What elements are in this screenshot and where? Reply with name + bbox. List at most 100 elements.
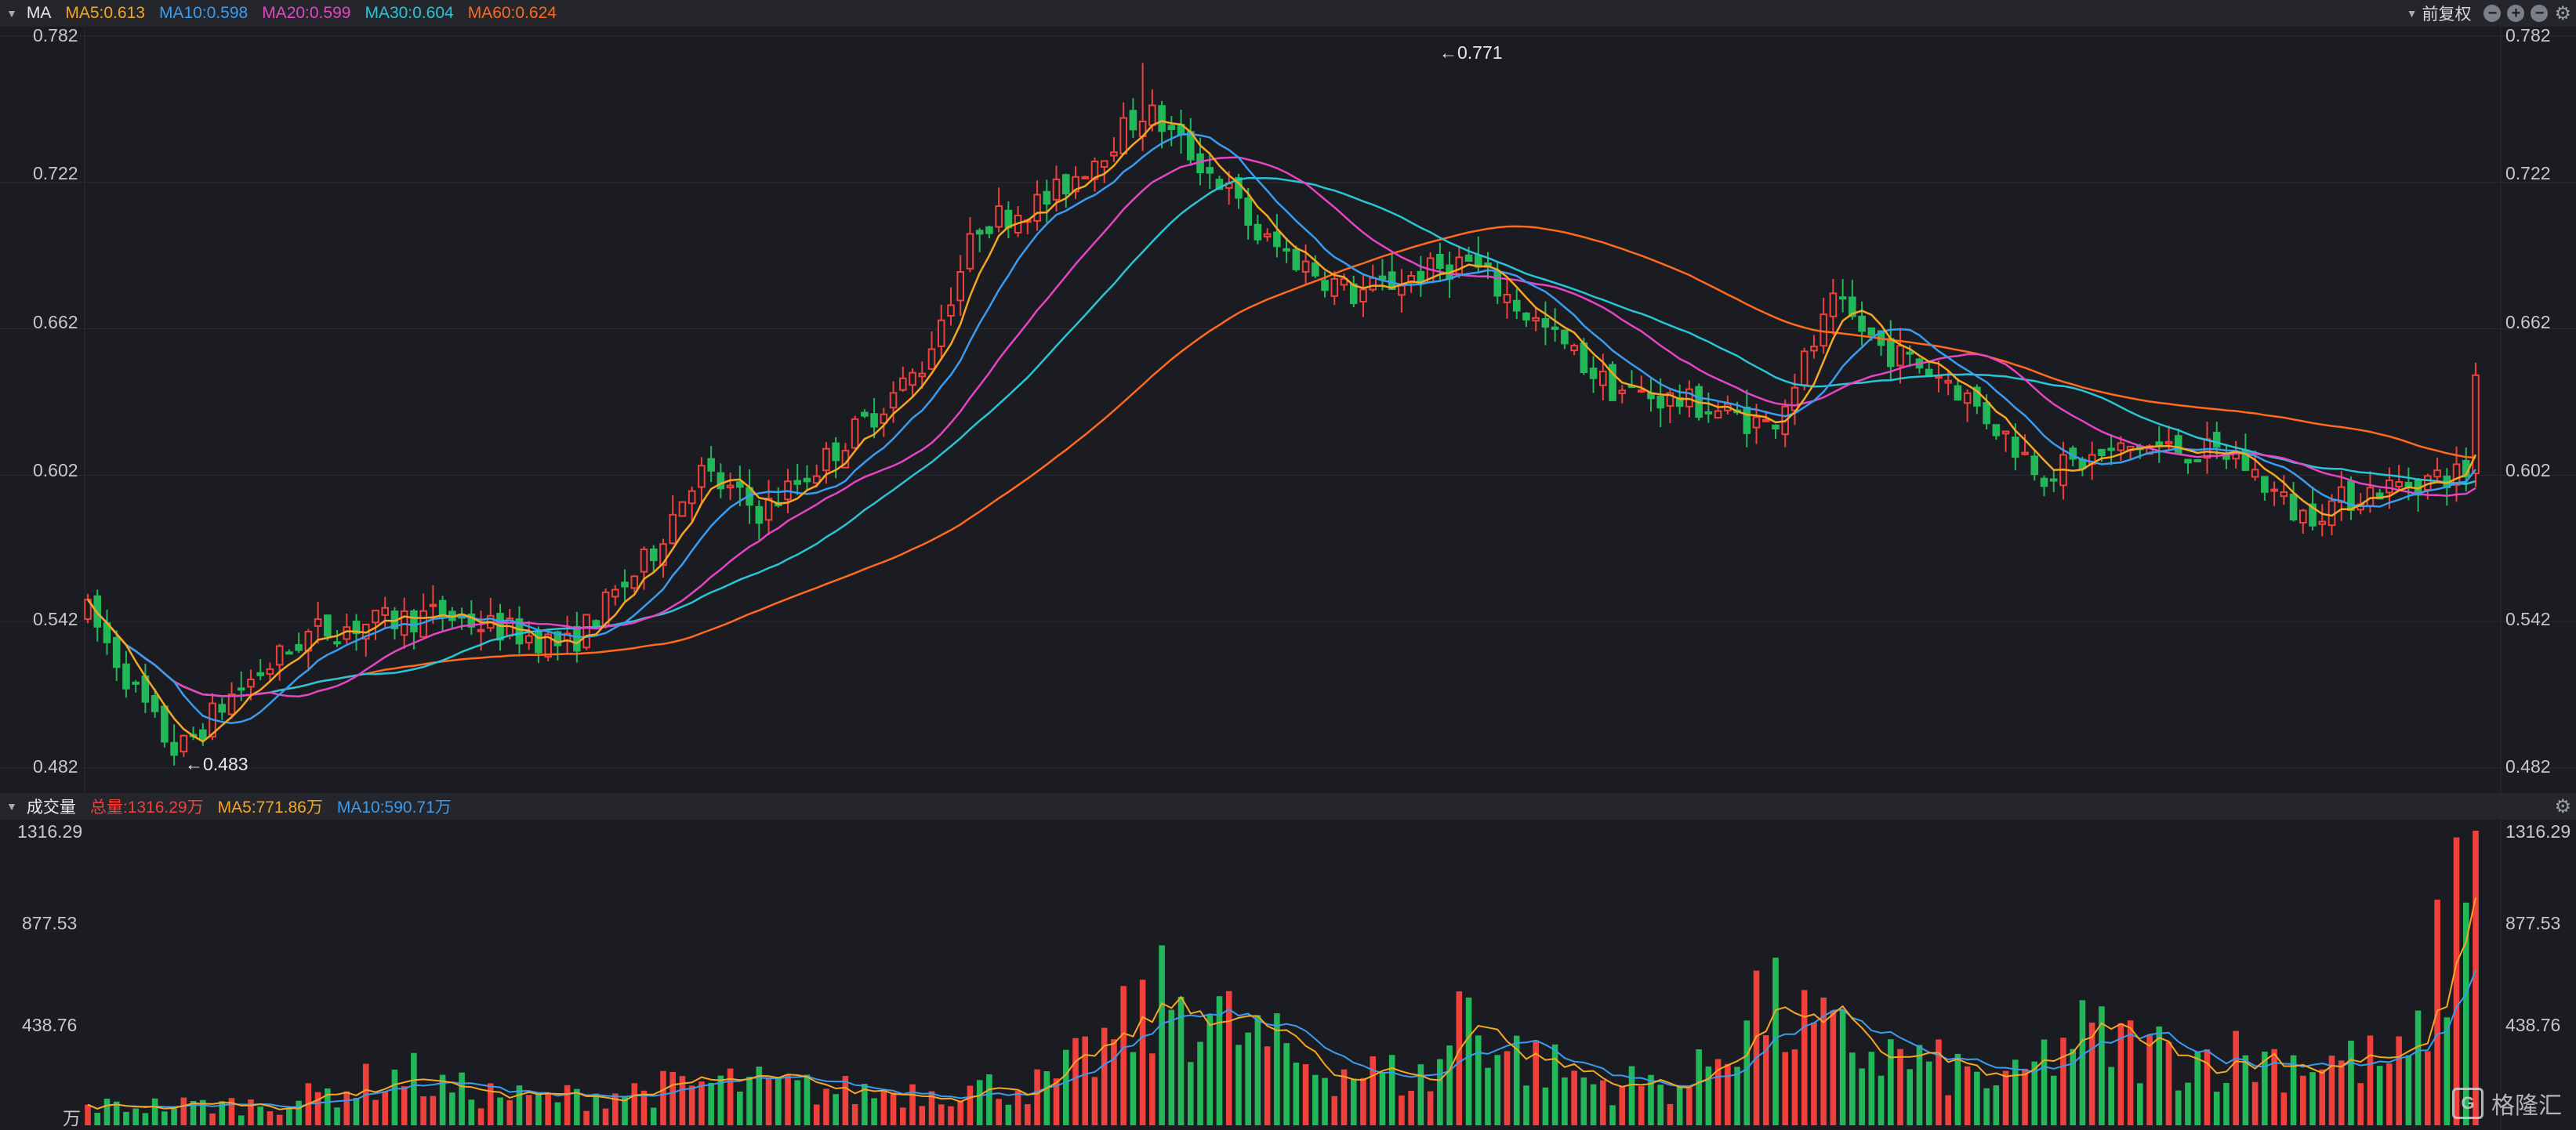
candle-body bbox=[707, 458, 715, 472]
volume-bar bbox=[1053, 1078, 1060, 1125]
candle-body bbox=[1820, 313, 1827, 347]
volume-bar bbox=[1551, 1044, 1558, 1125]
volume-bar bbox=[1801, 990, 1808, 1125]
volume-bar bbox=[1197, 1041, 1203, 1125]
volume-bar bbox=[142, 1113, 149, 1125]
volume-bar bbox=[1043, 1071, 1050, 1125]
candle-body bbox=[2261, 476, 2269, 493]
volume-bar bbox=[1456, 991, 1463, 1125]
candle-body bbox=[275, 645, 284, 666]
ma5-legend: MA5:0.613 bbox=[65, 4, 145, 22]
ma30-line bbox=[86, 176, 2476, 697]
volume-bar bbox=[622, 1096, 628, 1125]
volume-bar bbox=[1025, 1104, 1031, 1125]
candle-body bbox=[975, 230, 984, 235]
volume-bar bbox=[2386, 1063, 2393, 1125]
volume-bar bbox=[1101, 1027, 1108, 1125]
candle-body bbox=[199, 729, 207, 741]
candle-body bbox=[640, 549, 648, 573]
volume-bar bbox=[2022, 1068, 2028, 1125]
volume-bar bbox=[257, 1106, 263, 1125]
candle-body bbox=[1886, 338, 1895, 368]
candle-body bbox=[678, 501, 687, 517]
candle-body bbox=[1935, 375, 1943, 379]
volume-bar bbox=[1657, 1085, 1664, 1125]
candle-body bbox=[1340, 277, 1348, 286]
logo-text: 格隆汇 bbox=[2491, 1093, 2562, 1119]
volume-bar bbox=[1839, 1010, 1846, 1125]
minus-icon[interactable]: − bbox=[2531, 5, 2549, 22]
volume-bar bbox=[1312, 1074, 1319, 1125]
volume-bar bbox=[286, 1108, 292, 1125]
volume-bar bbox=[938, 1104, 945, 1125]
candle-body bbox=[1110, 151, 1118, 157]
candle-body bbox=[372, 610, 379, 624]
minus-icon[interactable]: − bbox=[2483, 5, 2502, 22]
volume-bar bbox=[2137, 1083, 2143, 1125]
collapse-triangle-icon[interactable]: ▼ bbox=[6, 7, 17, 20]
volume-indicator-title[interactable]: 成交量 bbox=[26, 799, 76, 817]
volume-bar bbox=[248, 1099, 254, 1125]
volume-bar bbox=[2309, 1072, 2316, 1125]
gear-icon[interactable]: ⚙ bbox=[2554, 795, 2571, 817]
candle-body bbox=[1493, 270, 1502, 297]
candle-body bbox=[2299, 509, 2307, 524]
volume-bar bbox=[775, 1077, 782, 1125]
volume-ma5-line bbox=[87, 897, 2476, 1110]
volume-bar bbox=[267, 1111, 274, 1125]
volume-bar bbox=[2290, 1055, 2297, 1125]
volume-bar bbox=[477, 1108, 484, 1125]
volume-bar bbox=[2338, 1060, 2345, 1125]
candle-body bbox=[1321, 280, 1329, 292]
volume-bar bbox=[756, 1067, 763, 1125]
candle-body bbox=[899, 377, 907, 391]
adjust-mode-selector[interactable]: 前复权 bbox=[2422, 5, 2472, 24]
gear-icon[interactable]: ⚙ bbox=[2554, 2, 2571, 24]
volume-bar bbox=[2233, 1030, 2239, 1125]
volume-bar bbox=[1417, 1064, 1424, 1125]
volume-bar bbox=[1897, 1049, 1903, 1125]
volume-bar bbox=[200, 1099, 206, 1125]
volume-bar bbox=[372, 1099, 379, 1125]
volume-bar bbox=[1168, 1009, 1175, 1125]
price-tick-left: 0.602 bbox=[33, 460, 78, 480]
main-indicator-title[interactable]: MA bbox=[26, 4, 52, 22]
adjust-dropdown-icon[interactable]: ▼ bbox=[2406, 7, 2418, 20]
candle-body bbox=[764, 498, 773, 521]
volume-tick-right: 438.76 bbox=[2505, 1015, 2561, 1035]
volume-bar bbox=[190, 1100, 197, 1125]
volume-bar bbox=[1619, 1086, 1626, 1125]
volume-bar bbox=[2146, 1034, 2153, 1125]
plus-icon[interactable]: + bbox=[2507, 5, 2525, 22]
collapse-triangle-icon[interactable]: ▼ bbox=[6, 800, 17, 813]
candle-body bbox=[1061, 174, 1070, 194]
volume-bar bbox=[1762, 1035, 1769, 1125]
candle-body bbox=[851, 418, 859, 449]
volume-bar bbox=[2242, 1055, 2249, 1125]
candle-body bbox=[1704, 411, 1713, 415]
volume-bar bbox=[1283, 1043, 1290, 1125]
volume-bar bbox=[1925, 1061, 1932, 1125]
volume-bar bbox=[1465, 997, 1472, 1125]
volume-bar bbox=[957, 1100, 963, 1125]
volume-bar bbox=[123, 1111, 129, 1125]
volume-bar bbox=[1302, 1064, 1309, 1125]
candle-body bbox=[429, 603, 437, 607]
volume-bar bbox=[593, 1093, 600, 1125]
volume-bar bbox=[862, 1084, 868, 1125]
volume-bar bbox=[1370, 1056, 1377, 1125]
volume-bar bbox=[1600, 1080, 1606, 1125]
volume-bar bbox=[2357, 1083, 2364, 1125]
volume-bar bbox=[1638, 1086, 1645, 1125]
volume-bar bbox=[1149, 1053, 1156, 1125]
candle-body bbox=[880, 413, 888, 424]
candle-body bbox=[1570, 345, 1578, 352]
candle-body bbox=[2164, 440, 2173, 445]
volume-bar bbox=[1360, 1077, 1366, 1125]
volume-bar bbox=[2473, 831, 2479, 1125]
candle-body bbox=[247, 679, 255, 688]
candle-body bbox=[2001, 430, 2010, 435]
volume-bar bbox=[1437, 1059, 1443, 1125]
volume-bar bbox=[506, 1099, 513, 1125]
